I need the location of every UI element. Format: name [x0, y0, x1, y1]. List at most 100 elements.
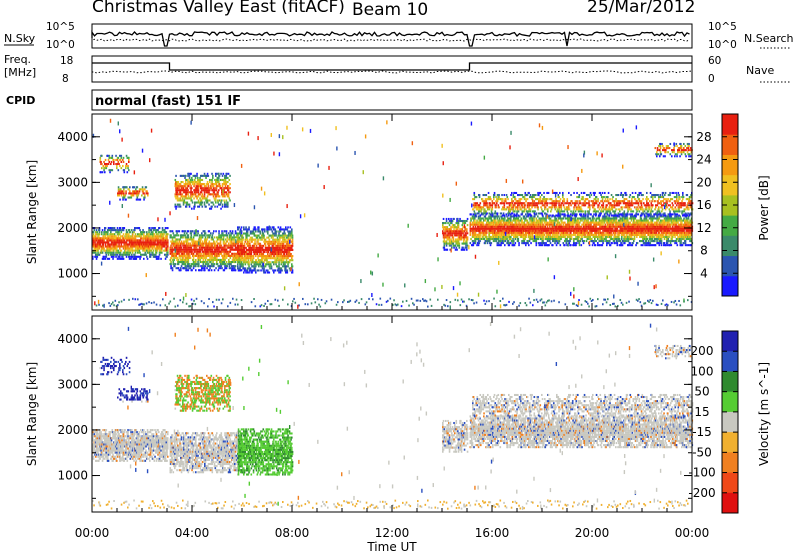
data-cell: [244, 240, 247, 243]
data-cell: [248, 226, 250, 229]
data-cell: [154, 227, 156, 230]
data-cell: [525, 244, 527, 247]
data-cell: [167, 241, 169, 244]
data-cell: [175, 254, 178, 257]
data-cell: [255, 265, 257, 268]
data-cell: [98, 253, 101, 256]
data-cell: [171, 267, 174, 270]
data-cell: [208, 187, 210, 190]
data-cell: [117, 190, 120, 193]
data-cell: [291, 267, 293, 270]
data-cell: [116, 247, 118, 250]
data-cell: [195, 248, 197, 251]
data-cell: [523, 221, 526, 224]
data-cell: [522, 217, 525, 220]
data-cell: [567, 233, 569, 236]
data-cell: [501, 242, 503, 245]
data-cell: [171, 230, 174, 233]
data-cell: [469, 227, 472, 230]
data-cell: [457, 219, 460, 223]
data-cell: [217, 178, 219, 182]
data-cell: [178, 205, 180, 208]
data-cell: [106, 165, 108, 168]
data-cell: [160, 239, 162, 242]
data-cell: [239, 232, 241, 235]
data-cell: [193, 244, 196, 247]
data-cell: [455, 240, 458, 243]
data-cell: [256, 253, 259, 256]
data-cell: [218, 176, 220, 179]
data-cell: [482, 221, 484, 224]
data-cell: [231, 244, 234, 247]
data-cell: [204, 267, 206, 270]
data-cell: [159, 245, 162, 248]
data-cell: [290, 259, 292, 262]
data-cell: [174, 240, 177, 243]
data-cell: [99, 245, 102, 248]
data-cell: [202, 244, 205, 247]
data-cell: [230, 236, 232, 239]
data-cell: [256, 246, 259, 249]
data-cell: [183, 263, 185, 266]
data-cell: [291, 228, 293, 231]
data-cell: [166, 255, 168, 258]
data-cell: [120, 154, 123, 157]
data-cell: [218, 183, 221, 186]
data-cell: [243, 271, 245, 274]
data-cell: [207, 265, 209, 268]
data-cell: [540, 235, 543, 238]
data-cell: [183, 246, 185, 249]
data-cell: [179, 256, 181, 259]
data-cell: [134, 235, 137, 238]
data-cell: [184, 197, 186, 200]
data-cell: [110, 160, 113, 163]
data-cell: [233, 236, 235, 239]
data-cell: [143, 235, 145, 238]
data-cell: [169, 248, 172, 251]
data-cell: [283, 244, 286, 247]
data-cell: [541, 231, 544, 234]
data-cell: [245, 259, 247, 262]
data-cell: [291, 248, 294, 251]
data-cell: [194, 193, 197, 196]
data-cell: [266, 259, 268, 262]
data-cell: [180, 185, 183, 188]
data-cell: [276, 265, 279, 268]
data-cell: [516, 229, 518, 232]
data-cell: [165, 253, 168, 256]
data-cell: [235, 232, 238, 235]
data-cell: [227, 181, 229, 184]
data-cell: [558, 240, 561, 243]
data-cell: [211, 256, 214, 259]
data-cell: [104, 165, 107, 168]
data-cell: [228, 265, 231, 268]
data-cell: [125, 249, 127, 252]
data-cell: [549, 242, 552, 245]
data-cell: [561, 233, 563, 236]
data-cell: [463, 238, 466, 241]
data-cell: [126, 233, 129, 236]
data-cell: [539, 217, 541, 220]
data-cell: [267, 269, 269, 272]
data-cell: [201, 254, 203, 257]
data-cell: [272, 269, 274, 272]
data-cell: [283, 238, 286, 241]
data-cell: [217, 265, 220, 268]
data-cell: [285, 253, 288, 256]
data-cell: [561, 219, 563, 222]
data-cell: [231, 248, 233, 251]
data-cell: [287, 263, 289, 266]
data-cell: [450, 217, 452, 220]
data-cell: [219, 265, 221, 268]
data-cell: [188, 191, 190, 194]
data-cell: [200, 189, 203, 192]
data-cell: [504, 237, 507, 241]
data-cell: [207, 183, 210, 186]
data-cell: [458, 230, 461, 233]
data-cell: [240, 228, 242, 231]
data-cell: [155, 231, 158, 234]
data-cell: [186, 244, 189, 247]
data-cell: [103, 233, 105, 236]
data-cell: [231, 232, 234, 235]
data-cell: [237, 236, 239, 239]
